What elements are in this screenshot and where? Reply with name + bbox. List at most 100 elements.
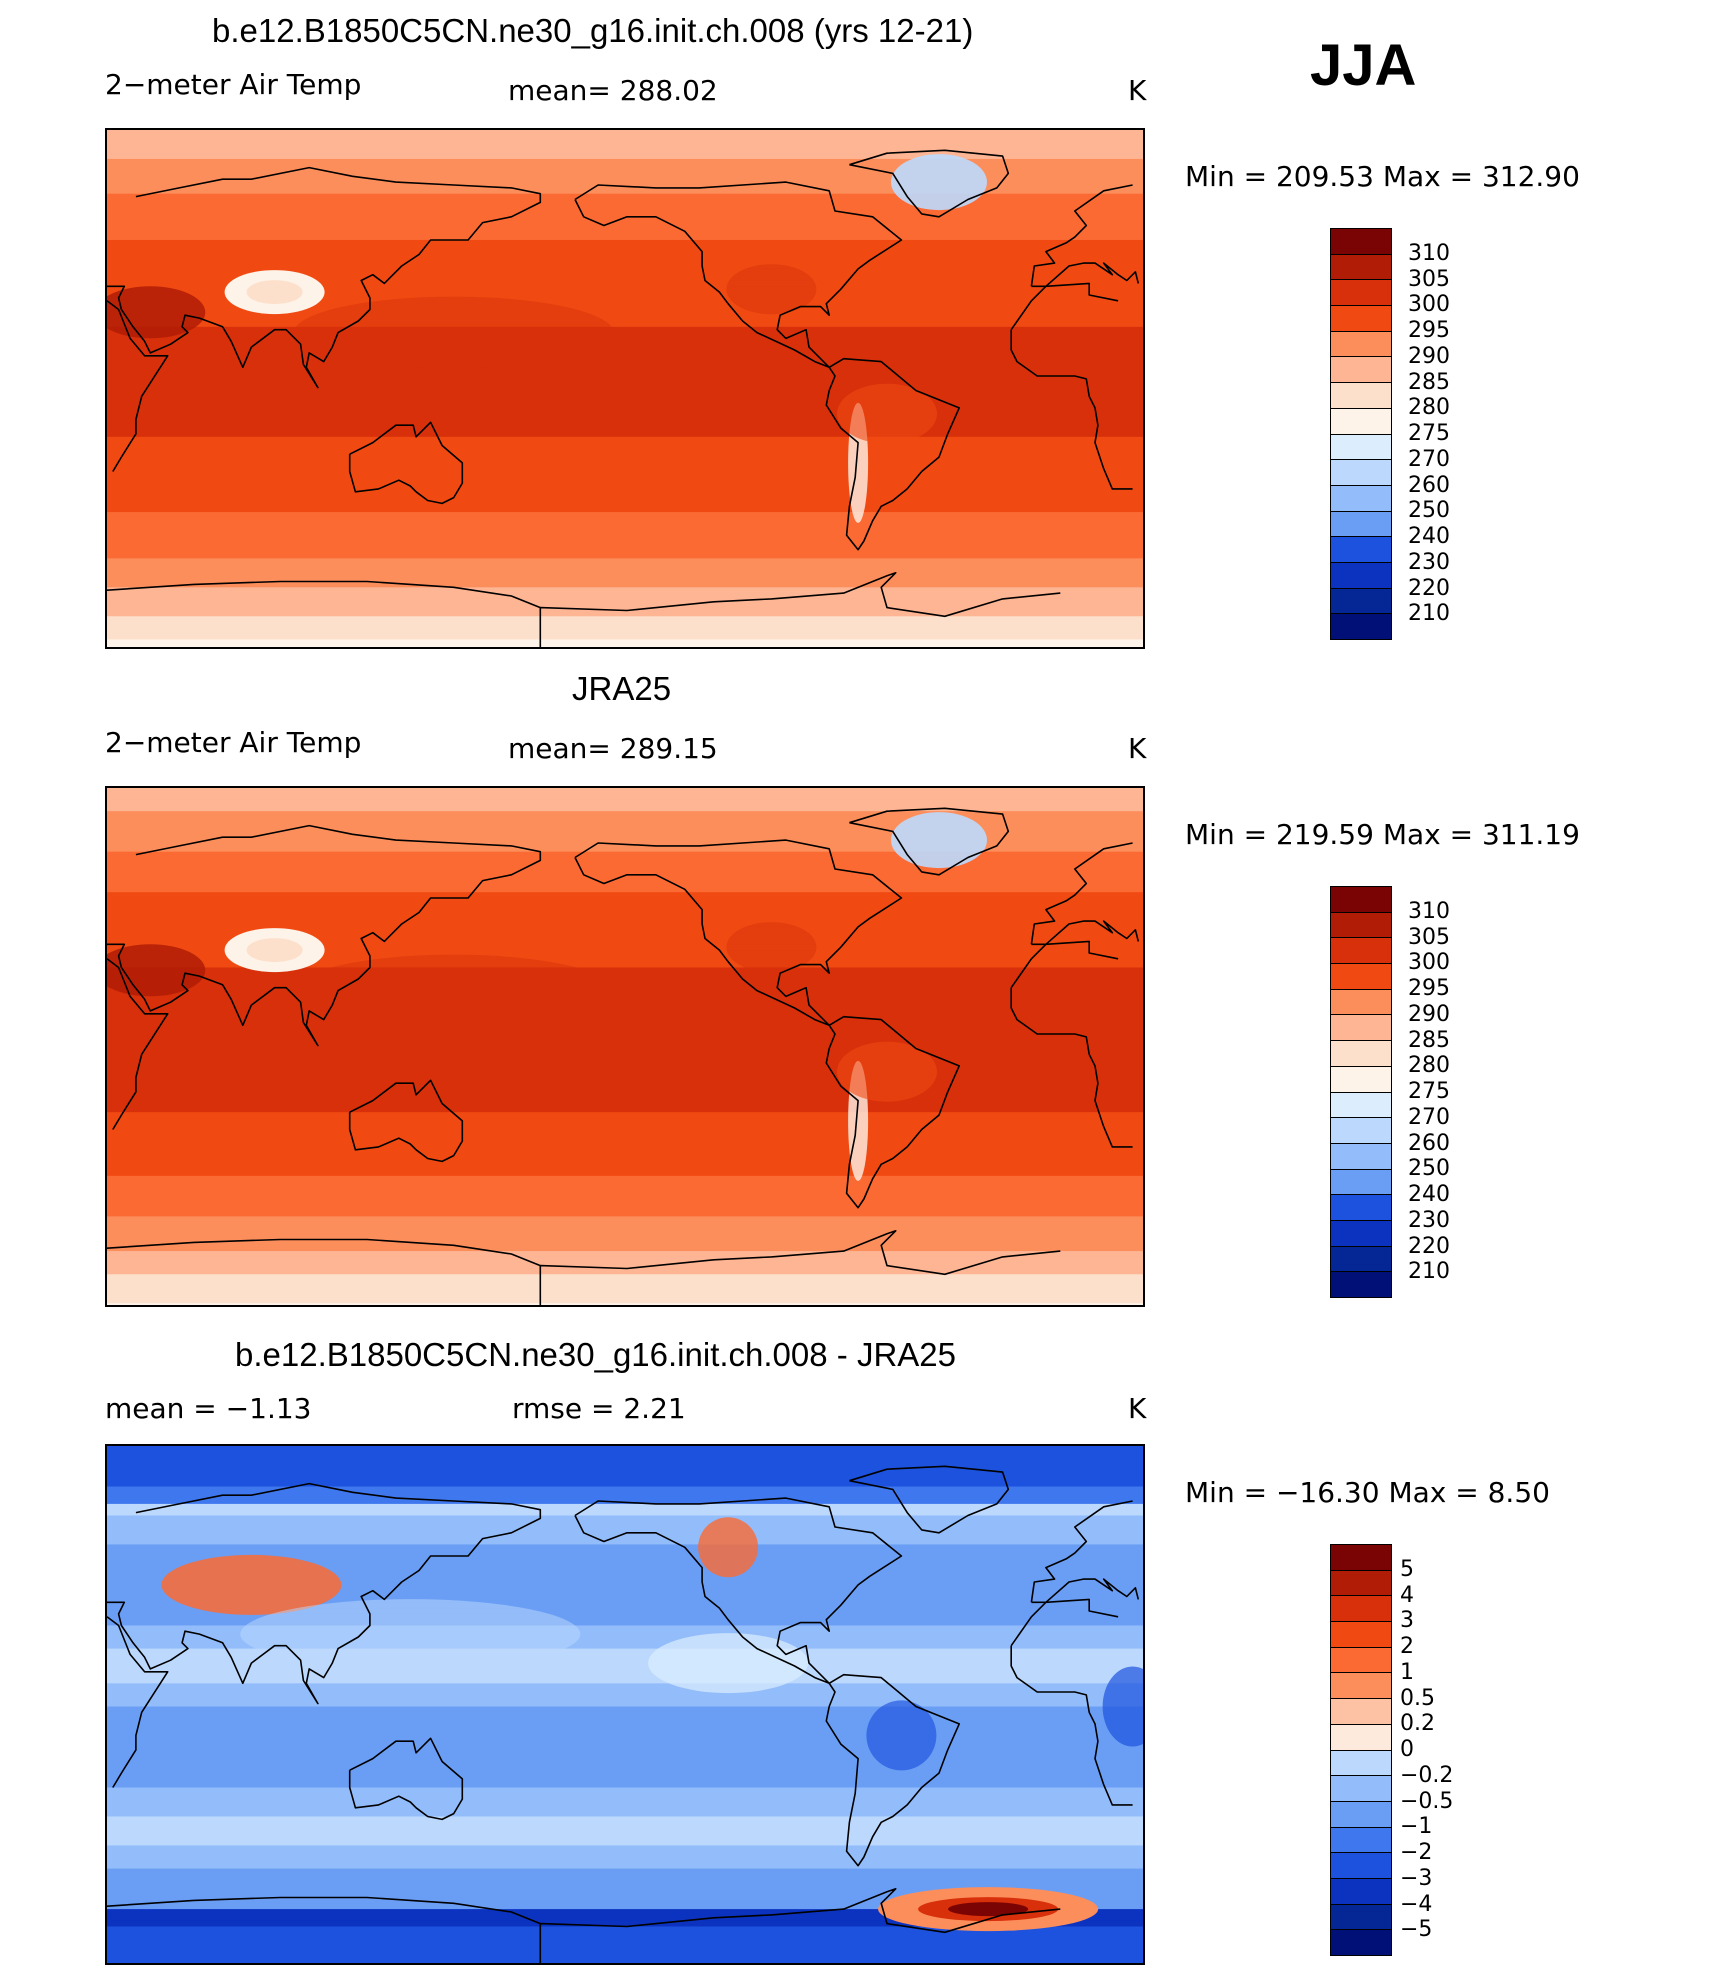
field-band [107,1816,1143,1823]
field-band [107,234,1143,241]
field-band [107,471,1143,478]
colorbar-tick-label: 305 [1408,266,1450,292]
colorbar-swatch [1331,280,1391,307]
coastline-australia [348,1079,464,1163]
field-band [107,448,1143,455]
field-band [107,979,1143,986]
field-band [107,564,1143,571]
field-band [107,816,1143,824]
colorbar-swatch [1331,1827,1391,1854]
colorbar-swatch [1331,1622,1391,1648]
colorbar-swatch [1331,1066,1391,1093]
field-region [1102,1666,1143,1747]
field-band [107,633,1143,641]
colorbar-tick-label: −0.2 [1400,1762,1454,1788]
field-band [107,1498,1143,1505]
field-region [948,1902,1029,1917]
field-band [107,1932,1143,1939]
field-band [107,1245,1143,1252]
field-band [107,164,1143,172]
field-band [107,851,1143,859]
field-band [107,1938,1143,1945]
field-band [107,1909,1143,1916]
field-band [107,1544,1143,1551]
field-band [107,1596,1143,1603]
field-band [107,921,1143,928]
field-band [107,967,1143,974]
field-band [107,1949,1143,1957]
field-band [107,1839,1143,1847]
field-band [107,915,1143,922]
field-region [866,1700,937,1771]
field-band [107,1031,1143,1038]
colorbar-tick-label: 270 [1408,1104,1450,1130]
field-band [107,1885,1143,1893]
field-band [107,1914,1143,1922]
field-band [107,332,1143,339]
field-band [107,1828,1143,1835]
field-band [107,1613,1143,1621]
field-band [107,1694,1143,1702]
coastline-greenland [849,807,1010,876]
field-band [107,321,1143,328]
field-band [107,1141,1143,1148]
field-band [107,1239,1143,1246]
field-band [107,402,1143,409]
field-band [107,257,1143,264]
colorbar-tick-label: 295 [1408,318,1450,343]
colorbar-swatch [1331,1853,1391,1879]
colorbar-swatch [1331,1195,1391,1221]
colorbar-tick-label: 210 [1408,601,1450,627]
colorbar-tick-label: 310 [1408,898,1450,924]
field-band [107,1868,1143,1875]
field-band [107,135,1143,143]
field-band [107,419,1143,426]
field-band [107,170,1143,177]
colorbar-tick-label: 270 [1408,446,1450,472]
colorbar-tick-label: 275 [1408,1079,1450,1104]
field-band [107,880,1143,888]
colorbar-tick-label: 220 [1408,575,1450,601]
field-band [107,996,1143,1003]
field-band [107,828,1143,835]
colorbar-swatch [1331,588,1391,615]
field-band [107,926,1143,934]
field-band [107,535,1143,542]
field-band [107,1152,1143,1160]
field-band [107,1123,1143,1131]
field-band [107,436,1143,444]
colorbar-tick-label: 290 [1408,343,1450,369]
coastline-africa [107,282,1133,490]
field-band [107,1019,1143,1026]
panel1-colorbar [1330,228,1392,640]
field-region [891,812,987,869]
map-canvas [107,788,1143,1305]
colorbar-swatch [1331,1169,1391,1196]
colorbar-tick-label: 250 [1408,1156,1450,1182]
field-band [107,1793,1143,1800]
colorbar-tick-label: 285 [1408,369,1450,395]
coastline-north-america [574,839,903,1027]
colorbar-swatch [1331,1776,1391,1802]
coastline-antarctica [107,1888,1061,1963]
field-band [107,517,1143,525]
colorbar-tick-label: 285 [1408,1027,1450,1053]
colorbar-tick-label: 210 [1408,1259,1450,1285]
field-band [107,176,1143,183]
field-band [107,598,1143,606]
coastline-eurasia [107,1482,1140,1705]
coastline-africa [107,940,1133,1148]
field-band [107,1608,1143,1615]
colorbar-swatch [1331,460,1391,486]
field-band [107,1642,1143,1650]
colorbar-tick-label: 260 [1408,472,1450,498]
field-region [161,1554,342,1615]
field-band [107,1897,1143,1904]
colorbar-swatch [1331,1647,1391,1674]
field-band [107,228,1143,235]
colorbar-swatch [1331,1143,1391,1170]
field-band [107,338,1143,345]
field-band [107,1671,1143,1679]
field-band [107,396,1143,403]
field-band [107,610,1143,617]
